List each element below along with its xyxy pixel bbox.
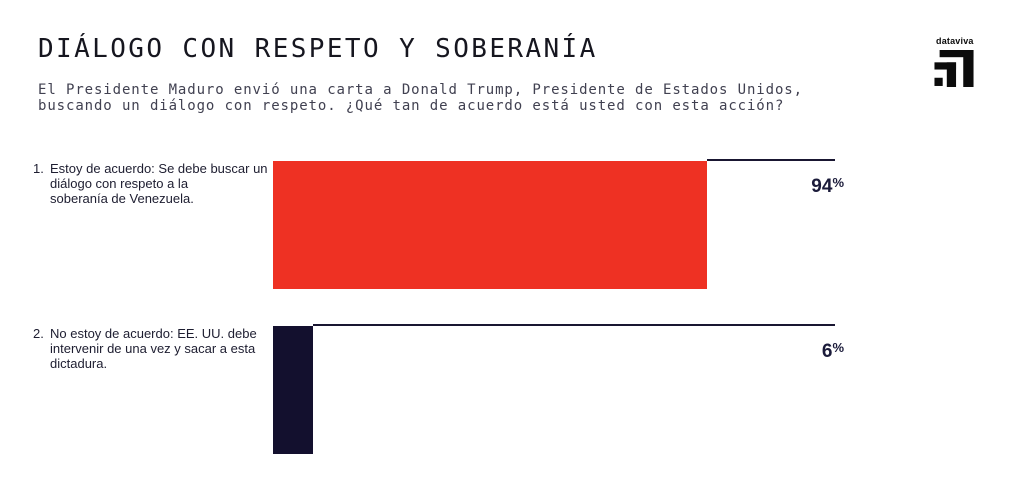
category-text-line: dictadura.: [50, 356, 108, 371]
dataviva-logo: dataviva: [934, 36, 980, 87]
bar-category-label: 1. Estoy de acuerdo: Se debe buscar un d…: [33, 161, 268, 206]
bar-row: 1. Estoy de acuerdo: Se debe buscar un d…: [0, 159, 1015, 291]
category-text-line: soberanía de Venezuela.: [50, 191, 194, 206]
percent-sign: %: [832, 175, 844, 190]
value-number: 6: [821, 341, 833, 362]
bar-disagree: [273, 326, 313, 454]
category-text: Estoy de acuerdo: Se debe buscar un diál…: [50, 161, 268, 206]
value-label: 94%: [811, 175, 844, 198]
chart-subtitle: El Presidente Maduro envió una carta a D…: [38, 82, 803, 114]
category-text-line: diálogo con respeto a la: [50, 176, 189, 191]
dataviva-logo-text: dataviva: [936, 36, 974, 46]
bar-track: 6%: [273, 324, 844, 454]
chart-subtitle-line-1: El Presidente Maduro envió una carta a D…: [38, 82, 803, 98]
category-number: 2.: [33, 326, 44, 341]
chart-subtitle-line-2: buscando un diálogo con respeto. ¿Qué ta…: [38, 97, 785, 114]
value-label: 6%: [822, 340, 844, 363]
chart-title: DIÁLOGO CON RESPETO Y SOBERANÍA: [38, 34, 598, 64]
bar-track: 94%: [273, 159, 844, 289]
value-number: 94: [811, 176, 833, 197]
bar-category-label: 2. No estoy de acuerdo: EE. UU. debe int…: [33, 326, 268, 371]
category-number: 1.: [33, 161, 44, 176]
dataviva-logo-icon: [934, 50, 974, 87]
axis-line: [707, 159, 835, 161]
axis-line: [313, 324, 835, 326]
percent-sign: %: [832, 340, 844, 355]
category-text-line: intervenir de una vez y sacar a esta: [50, 341, 256, 356]
bar-row: 2. No estoy de acuerdo: EE. UU. debe int…: [0, 324, 1015, 456]
bar-agree: [273, 161, 708, 289]
category-text-line: No estoy de acuerdo: EE. UU. debe: [50, 326, 257, 341]
category-text: No estoy de acuerdo: EE. UU. debe interv…: [50, 326, 268, 371]
category-text-line: Estoy de acuerdo: Se debe buscar un: [50, 161, 268, 176]
